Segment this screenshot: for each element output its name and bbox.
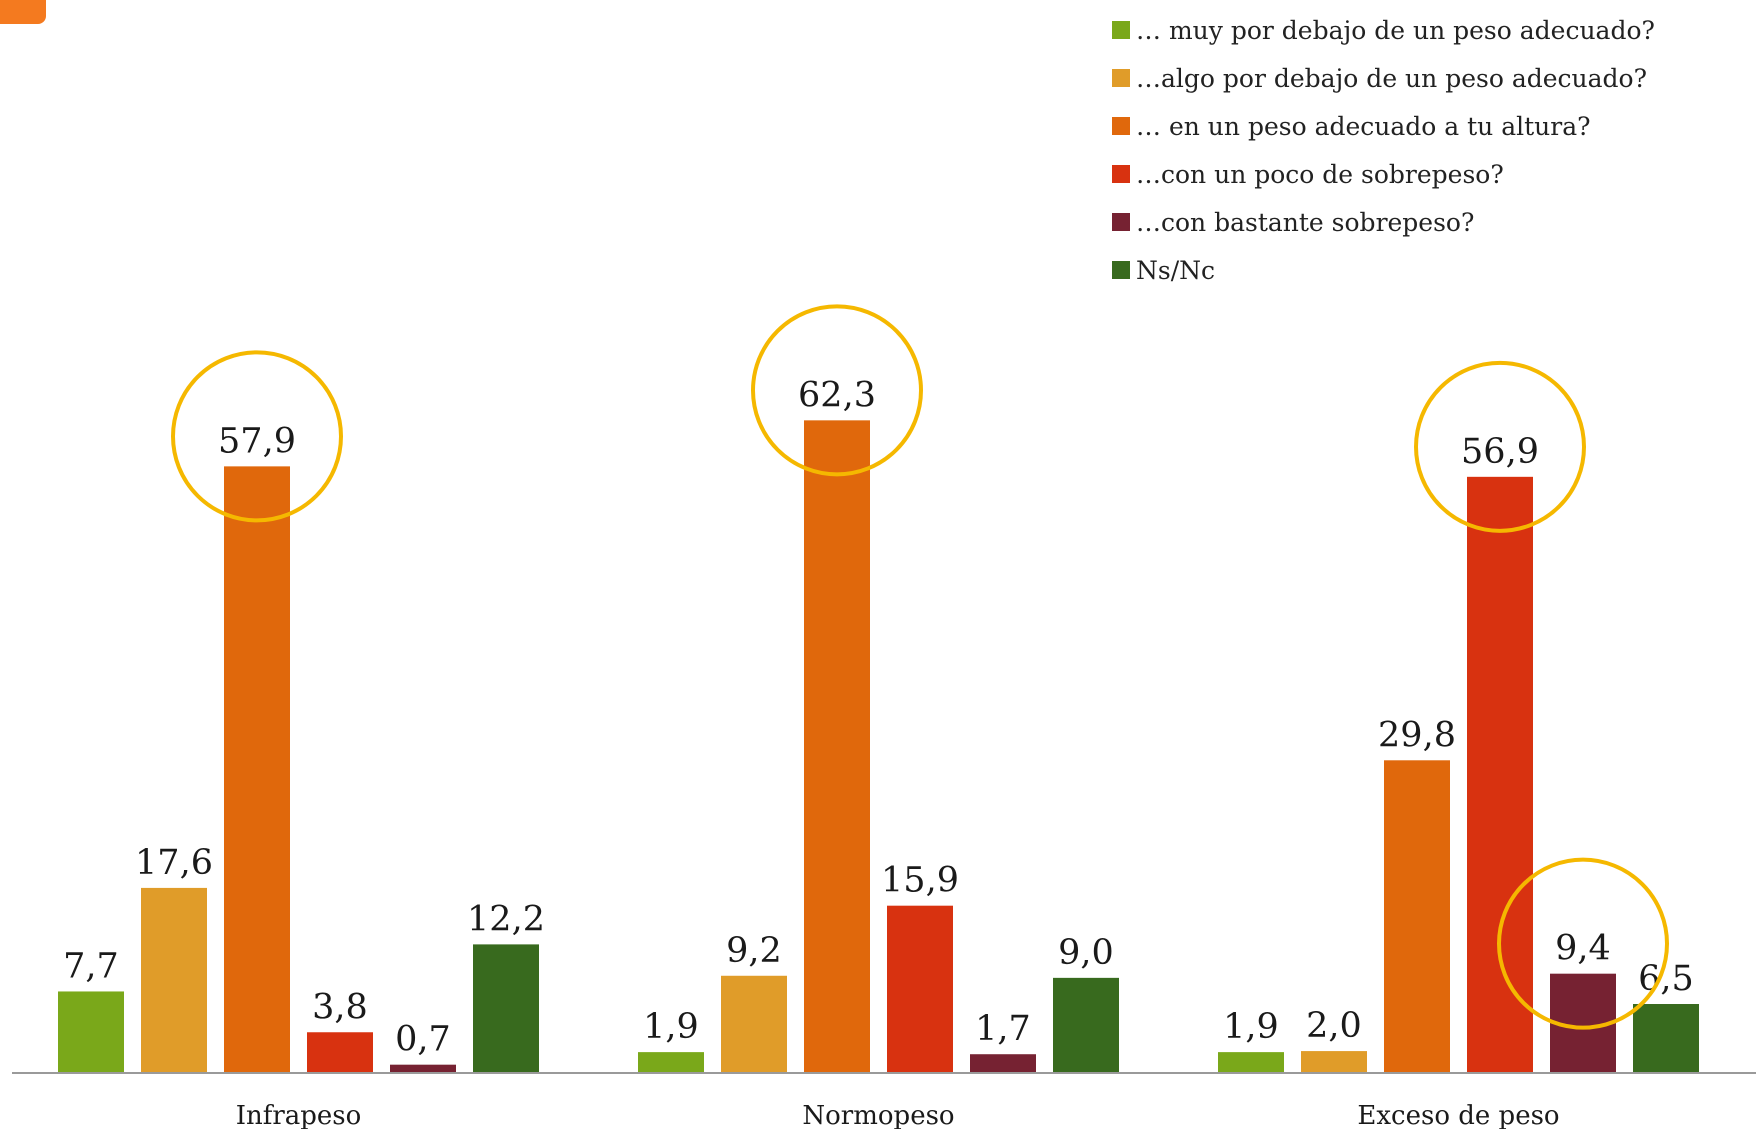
bar-0-1 <box>141 887 207 1072</box>
value-label-1-1: 9,2 <box>726 931 782 971</box>
legend-item-0: … muy por debajo de un peso adecuado? <box>1112 6 1655 54</box>
legend-label-4: …con bastante sobrepeso? <box>1136 207 1475 237</box>
value-label-0-0: 7,7 <box>63 946 119 986</box>
legend-item-2: … en un peso adecuado a tu altura? <box>1112 102 1655 150</box>
legend-swatch-3 <box>1112 165 1130 183</box>
legend-label-2: … en un peso adecuado a tu altura? <box>1136 111 1591 141</box>
value-label-1-3: 15,9 <box>881 861 959 901</box>
bar-2-5 <box>1633 1004 1699 1072</box>
bar-2-0 <box>1218 1052 1284 1072</box>
bars-layer <box>58 420 1699 1073</box>
legend-item-5: Ns/Nc <box>1112 246 1655 294</box>
legend-item-4: …con bastante sobrepeso? <box>1112 198 1655 246</box>
bar-2-1 <box>1301 1051 1367 1072</box>
bar-0-2 <box>224 466 290 1073</box>
value-label-1-2: 62,3 <box>798 375 876 415</box>
bar-1-3 <box>887 905 953 1072</box>
category-label-1: Normopeso <box>802 1101 954 1129</box>
legend: … muy por debajo de un peso adecuado? …al… <box>1112 6 1655 294</box>
bar-0-4 <box>390 1064 456 1072</box>
value-label-0-4: 0,7 <box>395 1020 451 1060</box>
highlight-ring-2 <box>1414 360 1586 533</box>
legend-item-1: …algo por debajo de un peso adecuado? <box>1112 54 1655 102</box>
bar-0-0 <box>58 991 124 1072</box>
value-label-0-3: 3,8 <box>312 987 368 1027</box>
value-label-2-4: 9,4 <box>1555 929 1611 969</box>
legend-label-1: …algo por debajo de un peso adecuado? <box>1136 63 1647 93</box>
highlight-ring-1 <box>751 304 923 477</box>
category-labels-layer: Infrapeso Normopeso Exceso de peso <box>236 1101 1560 1129</box>
value-label-0-5: 12,2 <box>467 899 545 939</box>
legend-swatch-0 <box>1112 21 1130 39</box>
bar-0-5 <box>473 944 539 1072</box>
legend-swatch-1 <box>1112 69 1130 87</box>
bar-2-2 <box>1384 760 1450 1072</box>
value-labels-layer: 7,7 17,6 57,9 3,8 0,7 12,2 1,9 9,2 62,3 15,9 1,7 9,… <box>63 375 1694 1059</box>
bar-1-2 <box>804 420 870 1072</box>
value-label-1-0: 1,9 <box>643 1007 699 1047</box>
category-label-0: Infrapeso <box>236 1101 362 1129</box>
bar-1-5 <box>1053 977 1119 1072</box>
category-label-2: Exceso de peso <box>1357 1101 1559 1129</box>
legend-label-0: … muy por debajo de un peso adecuado? <box>1136 15 1655 45</box>
legend-swatch-4 <box>1112 213 1130 231</box>
legend-swatch-2 <box>1112 117 1130 135</box>
value-label-2-3: 56,9 <box>1461 432 1539 472</box>
value-label-2-0: 1,9 <box>1223 1007 1279 1047</box>
value-label-2-2: 29,8 <box>1378 715 1456 755</box>
bar-1-4 <box>970 1054 1036 1072</box>
value-label-1-5: 9,0 <box>1058 933 1114 973</box>
highlight-rings-layer <box>171 304 1669 1030</box>
bar-0-3 <box>307 1032 373 1072</box>
highlight-ring-3 <box>1497 857 1669 1030</box>
bar-1-1 <box>721 975 787 1072</box>
value-label-2-1: 2,0 <box>1306 1006 1362 1046</box>
bar-2-3 <box>1467 476 1533 1072</box>
legend-item-3: …con un poco de sobrepeso? <box>1112 150 1655 198</box>
legend-label-5: Ns/Nc <box>1136 255 1216 285</box>
corner-accent-tab <box>0 0 46 24</box>
highlight-ring-0 <box>171 350 343 523</box>
value-label-0-1: 17,6 <box>135 843 213 883</box>
bar-1-0 <box>638 1052 704 1072</box>
legend-swatch-5 <box>1112 261 1130 279</box>
value-label-0-2: 57,9 <box>218 421 296 461</box>
value-label-1-4: 1,7 <box>975 1009 1031 1049</box>
legend-label-3: …con un poco de sobrepeso? <box>1136 159 1504 189</box>
